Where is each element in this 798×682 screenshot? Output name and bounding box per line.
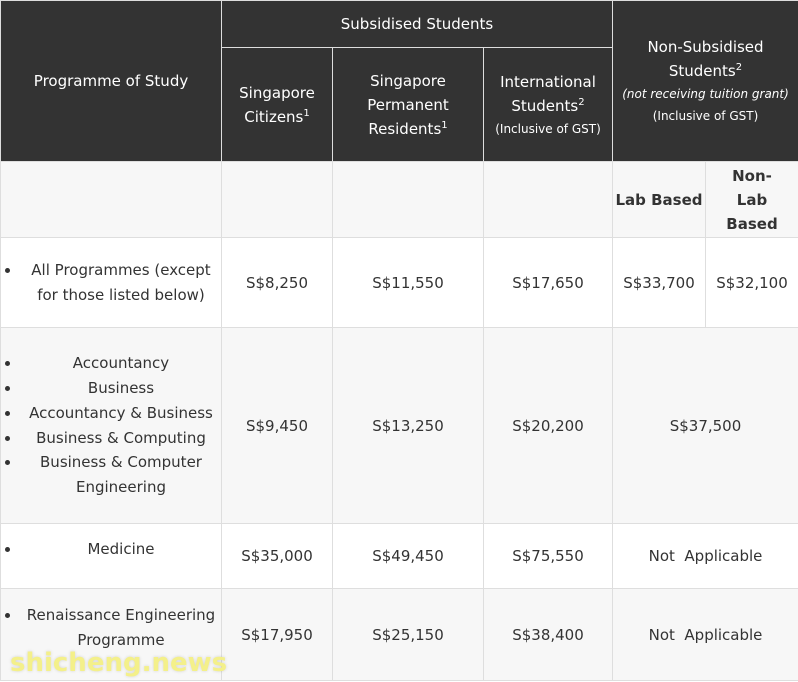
- header-permanent-residents-label: Singapore Permanent Residents: [367, 71, 449, 138]
- fee-citizens: S$35,000: [221, 523, 333, 589]
- subheader-empty-cell: [332, 161, 484, 238]
- table-row: All Programmes (except for those listed …: [0, 237, 798, 328]
- programme-list: Accountancy Business Accountancy & Busin…: [1, 351, 221, 500]
- fee-international: S$75,550: [483, 523, 613, 589]
- subheader-row: Lab Based Non-Lab Based: [0, 161, 798, 238]
- header-permanent-residents-sup: 1: [441, 119, 448, 131]
- programme-item: All Programmes (except for those listed …: [21, 258, 221, 308]
- programme-item: Business: [21, 376, 221, 401]
- fee-permanent-residents: S$49,450: [332, 523, 484, 589]
- fee-citizens: S$17,950: [221, 588, 333, 681]
- header-non-subsidised-students: Non-Subsidised Students2 (not receiving …: [611, 0, 798, 162]
- fee-lab-based: S$33,700: [612, 237, 706, 328]
- fee-international: S$17,650: [483, 237, 613, 328]
- header-permanent-residents: Singapore Permanent Residents1: [332, 47, 484, 162]
- fee-citizens: S$9,450: [221, 327, 333, 524]
- fee-non-lab-based: S$32,100: [704, 237, 798, 328]
- subheader-empty-cell: [221, 161, 333, 238]
- header-international-students-label: International Students: [500, 72, 596, 115]
- fee-citizens: S$8,250: [221, 237, 333, 328]
- programme-cell: Accountancy Business Accountancy & Busin…: [0, 327, 222, 524]
- programme-item: Medicine: [21, 537, 221, 562]
- fee-international: S$20,200: [483, 327, 613, 524]
- table-row: Renaissance Engineering Programme S$17,9…: [0, 588, 798, 681]
- subheader-empty-cell: [483, 161, 613, 238]
- fee-permanent-residents: S$13,250: [332, 327, 484, 524]
- programme-cell: Renaissance Engineering Programme: [0, 588, 222, 681]
- programme-list: Medicine: [1, 537, 221, 562]
- header-programme-of-study: Programme of Study: [0, 0, 222, 162]
- header-non-subsidised-note: (not receiving tuition grant): [622, 87, 789, 101]
- programme-item: Accountancy: [21, 351, 221, 376]
- header-international-gst: (Inclusive of GST): [495, 121, 601, 136]
- header-international-students-sup: 2: [578, 96, 585, 108]
- fee-non-subsidised: Not Applicable: [611, 588, 798, 681]
- header-singapore-citizens-sup: 1: [303, 107, 310, 119]
- subheader-lab-based: Lab Based: [612, 161, 706, 238]
- programme-item: Business & Computing: [21, 426, 221, 451]
- fee-permanent-residents: S$11,550: [332, 237, 484, 328]
- programme-list: All Programmes (except for those listed …: [1, 258, 221, 308]
- header-international-students: International Students2 (Inclusive of GS…: [483, 47, 613, 162]
- fee-non-subsidised: Not Applicable: [611, 523, 798, 589]
- programme-cell: All Programmes (except for those listed …: [0, 237, 222, 328]
- header-non-subsidised-gst: (Inclusive of GST): [652, 109, 759, 123]
- header-subsidised-students: Subsidised Students: [221, 0, 613, 48]
- fee-international: S$38,400: [483, 588, 613, 681]
- fee-permanent-residents: S$25,150: [332, 588, 484, 681]
- subheader-empty-cell: [0, 161, 222, 238]
- header-singapore-citizens-label: Singapore Citizens: [239, 83, 315, 126]
- table-row: Medicine S$35,000 S$49,450 S$75,550 Not …: [0, 523, 798, 589]
- watermark: shicheng.news: [10, 648, 228, 678]
- programme-item: Accountancy & Business: [21, 401, 221, 426]
- header-singapore-citizens: Singapore Citizens1: [221, 47, 333, 162]
- header-non-subsidised-label: Non-Subsidised Students: [647, 38, 764, 80]
- fee-non-subsidised: S$37,500: [611, 327, 798, 524]
- header-non-subsidised-sup: 2: [735, 62, 743, 73]
- programme-list: Renaissance Engineering Programme: [1, 603, 221, 653]
- programme-item: Business & Computer Engineering: [21, 450, 221, 500]
- subheader-non-lab-based: Non-Lab Based: [704, 161, 798, 238]
- programme-item: Renaissance Engineering Programme: [21, 603, 221, 653]
- table-row: Accountancy Business Accountancy & Busin…: [0, 327, 798, 524]
- programme-cell: Medicine: [0, 523, 222, 589]
